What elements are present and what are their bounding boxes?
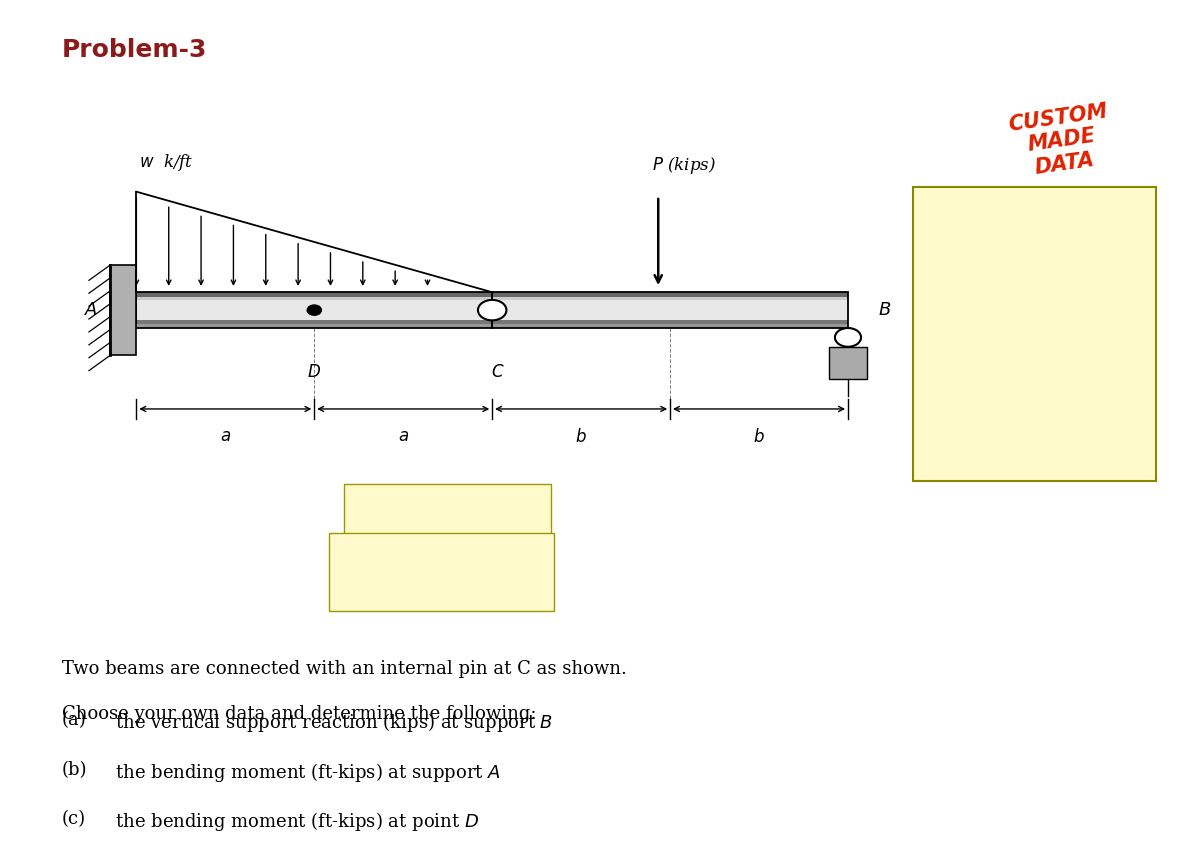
Circle shape: [478, 300, 506, 320]
Text: (a): (a): [62, 711, 87, 729]
Polygon shape: [492, 296, 848, 300]
Polygon shape: [136, 300, 492, 320]
Circle shape: [307, 305, 321, 315]
Text: $b$: $b$: [753, 428, 765, 446]
Text: $A$: $A$: [84, 301, 98, 320]
Text: CUSTOM
MADE
DATA: CUSTOM MADE DATA: [1007, 101, 1116, 181]
Text: $a$ = ...  ft.: $a$ = ... ft.: [949, 264, 1042, 282]
FancyBboxPatch shape: [344, 484, 551, 537]
Polygon shape: [492, 324, 848, 328]
Text: the bending moment (ft-kips) at support $A$: the bending moment (ft-kips) at support …: [104, 761, 502, 784]
Text: Support $\mathit{A}$ : Fixed: Support $\mathit{A}$ : Fixed: [372, 550, 510, 568]
Text: $a$: $a$: [219, 428, 231, 445]
Text: $w$  k/ft: $w$ k/ft: [139, 152, 193, 173]
Text: $a$: $a$: [397, 428, 409, 445]
Text: $P$ (kips): $P$ (kips): [652, 155, 716, 176]
Circle shape: [835, 328, 861, 347]
FancyBboxPatch shape: [913, 187, 1156, 481]
Text: the bending moment (ft-kips) at point $D$: the bending moment (ft-kips) at point $D…: [104, 810, 479, 833]
Text: (b): (b): [62, 761, 88, 779]
Polygon shape: [136, 320, 492, 324]
Polygon shape: [136, 292, 492, 296]
Text: Problem-3: Problem-3: [62, 38, 208, 62]
Text: $B$: $B$: [878, 301, 891, 320]
Polygon shape: [136, 324, 492, 328]
Text: $C$: $C$: [491, 364, 505, 381]
Polygon shape: [136, 296, 492, 300]
Text: Joint $\mathit{C}$ : Pin: Joint $\mathit{C}$ : Pin: [401, 501, 495, 520]
Text: the vertical support reaction (kips) at support $B$: the vertical support reaction (kips) at …: [104, 711, 554, 734]
Polygon shape: [492, 292, 848, 296]
Text: $b$: $b$: [575, 428, 587, 446]
Text: $w$ = ... k/ft.: $w$ = ... k/ft.: [949, 366, 1058, 385]
Text: $b$ = ...  ft.: $b$ = ... ft.: [949, 315, 1042, 334]
Polygon shape: [829, 347, 867, 379]
Text: (c): (c): [62, 810, 85, 828]
Polygon shape: [492, 300, 848, 320]
Text: $D$: $D$: [307, 364, 321, 381]
Polygon shape: [110, 265, 136, 355]
Text: Support $\mathit{B}$ : Roller: Support $\mathit{B}$ : Roller: [370, 576, 512, 596]
Text: Two beams are connected with an internal pin at C as shown.: Two beams are connected with an internal…: [62, 660, 626, 678]
Polygon shape: [492, 320, 848, 324]
Text: $P$ = ...  kips: $P$ = ... kips: [949, 417, 1061, 440]
Text: Choose your own data and determine the following:: Choose your own data and determine the f…: [62, 705, 536, 722]
Text: $\it{Choose}$:: $\it{Choose}$:: [949, 216, 1039, 238]
FancyBboxPatch shape: [329, 532, 554, 611]
